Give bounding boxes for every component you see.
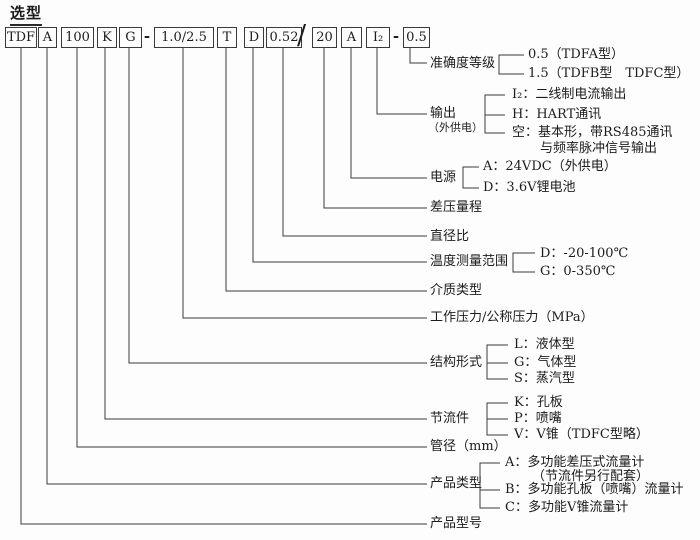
field-label-throttle: 节流件	[430, 411, 470, 426]
code-box-output: I₂	[366, 27, 390, 48]
code-box-power: A	[341, 27, 362, 48]
code-box-accuracy: 0.5	[403, 27, 430, 48]
option-throttle-v: V：V锥（TDFC型略）	[514, 427, 649, 442]
code-box-structure: G	[119, 27, 142, 48]
field-label-dp-range: 差压量程	[430, 200, 483, 215]
field-label-diameter-ratio: 直径比	[430, 229, 470, 244]
field-label-pressure: 工作压力/公称压力（MPa）	[430, 310, 594, 325]
option-power-d: D：3.6V锂电池	[483, 180, 576, 195]
code-box-temp-range: D	[244, 27, 264, 48]
option-product-a: A：多功能差压式流量计	[505, 455, 645, 470]
page-title: 选型	[10, 2, 43, 26]
code-box-product-model: TDF	[5, 27, 37, 48]
option-throttle-k: K：孔板	[514, 395, 563, 410]
field-label-output: 输出	[430, 106, 457, 121]
code-separator-dash: -	[143, 27, 151, 45]
code-box-pressure: 1.0/2.5	[154, 27, 214, 48]
option-product-c: C：多功能V锥流量计	[505, 500, 629, 515]
code-separator-slash: /	[297, 20, 307, 51]
option-throttle-p: P：喷嘴	[514, 411, 562, 426]
option-temp-d: D：-20-100℃	[540, 246, 629, 261]
option-structure-g: G：气体型	[514, 355, 577, 370]
option-output-basic: 空：基本形，带RS485通讯	[512, 125, 673, 140]
code-box-medium: T	[217, 27, 237, 48]
field-sublabel-output: （外供电）	[428, 121, 483, 134]
option-product-a-note: （节流件另行配套）	[532, 469, 650, 484]
code-separator-dash: -	[392, 27, 400, 45]
field-label-pipe-diameter: 管径（mm）	[430, 439, 507, 454]
option-temp-g: G：0-350℃	[540, 264, 616, 279]
option-accuracy-15: 1.5（TDFB型 TDFC型）	[528, 66, 690, 81]
code-box-diameter-ratio: 0.52	[266, 27, 302, 48]
field-label-power: 电源	[430, 170, 457, 185]
field-label-accuracy-class: 准确度等级	[430, 56, 496, 71]
option-output-hart: H：HART通讯	[512, 107, 602, 122]
code-box-throttle: K	[97, 27, 117, 48]
option-power-a: A：24VDC（外供电）	[483, 159, 617, 174]
option-structure-l: L：液体型	[514, 337, 575, 352]
field-label-temp-range: 温度测量范围	[430, 254, 509, 269]
code-box-product-type: A	[38, 27, 57, 48]
option-output-i2: I₂：二线制电流输出	[512, 87, 627, 102]
option-structure-s: S：蒸汽型	[514, 371, 575, 386]
field-label-medium-type: 介质类型	[430, 283, 483, 298]
option-output-basic-2: 与频率脉冲信号输出	[540, 141, 658, 156]
field-label-structure: 结构形式	[430, 355, 483, 370]
code-box-pipe-diameter: 100	[61, 27, 94, 48]
field-label-product-type: 产品类型	[430, 476, 483, 491]
code-box-dp-range: 20	[312, 27, 337, 48]
option-accuracy-05: 0.5（TDFA型）	[528, 47, 625, 62]
option-product-b: B：多功能孔板（喷嘴）流量计	[505, 482, 684, 497]
field-label-product-model: 产品型号	[430, 516, 483, 531]
